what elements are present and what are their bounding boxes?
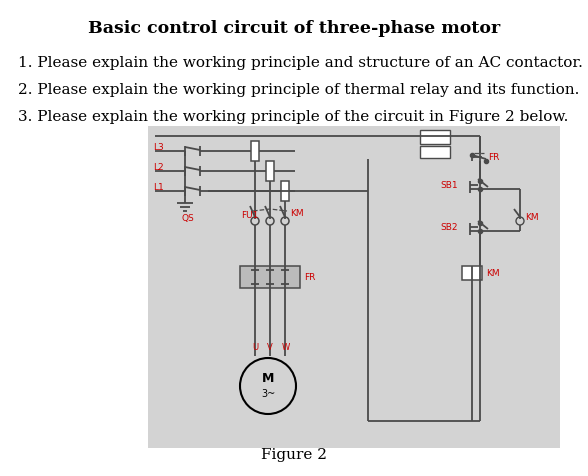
Bar bbox=[281, 181, 289, 201]
Bar bbox=[420, 146, 450, 158]
Text: L2: L2 bbox=[153, 162, 163, 171]
Text: Basic control circuit of three-phase motor: Basic control circuit of three-phase mot… bbox=[88, 20, 500, 37]
Text: 1. Please explain the working principle and structure of an AC contactor.: 1. Please explain the working principle … bbox=[18, 56, 583, 70]
Text: L3: L3 bbox=[153, 142, 163, 151]
Text: SB1: SB1 bbox=[440, 180, 458, 189]
Bar bbox=[420, 130, 450, 144]
Text: 2. Please explain the working principle of thermal relay and its function.: 2. Please explain the working principle … bbox=[18, 83, 579, 97]
Text: FU1: FU1 bbox=[241, 211, 258, 220]
Text: QS: QS bbox=[181, 215, 194, 224]
Text: L1: L1 bbox=[153, 182, 163, 191]
Bar bbox=[148, 126, 560, 448]
Bar bbox=[266, 161, 274, 181]
Text: U: U bbox=[252, 344, 258, 353]
Text: V: V bbox=[267, 344, 273, 353]
Text: FR: FR bbox=[488, 152, 499, 161]
Bar bbox=[462, 266, 482, 280]
Text: FR: FR bbox=[304, 272, 315, 281]
Text: M: M bbox=[262, 373, 274, 386]
Text: KM: KM bbox=[486, 268, 500, 278]
Text: W: W bbox=[282, 344, 290, 353]
Text: Figure 2: Figure 2 bbox=[261, 448, 327, 462]
Text: SB2: SB2 bbox=[440, 222, 458, 231]
Text: 3. Please explain the working principle of the circuit in Figure 2 below.: 3. Please explain the working principle … bbox=[18, 110, 569, 124]
Text: 3~: 3~ bbox=[261, 389, 275, 399]
Bar bbox=[251, 141, 259, 161]
Text: KM: KM bbox=[290, 208, 303, 218]
Bar bbox=[240, 266, 300, 288]
Text: KM: KM bbox=[525, 212, 539, 221]
